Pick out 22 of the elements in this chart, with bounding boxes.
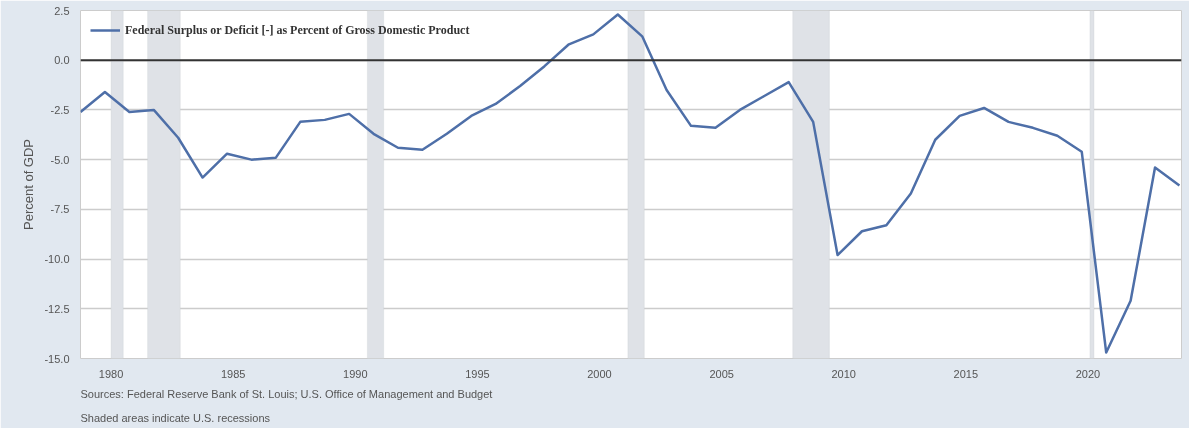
y-tick-label: -2.5 [50, 103, 70, 116]
y-tick-label: -12.5 [44, 302, 70, 315]
x-tick-label: 2010 [831, 367, 856, 380]
x-tick-label: 2000 [587, 367, 612, 380]
x-tick-label: 1990 [343, 367, 368, 380]
y-tick-label: -15.0 [44, 352, 70, 365]
y-tick-label: 2.5 [54, 4, 70, 17]
source-note: Sources: Federal Reserve Bank of St. Louis; U.S. Office of Management and Budget [80, 387, 493, 400]
x-tick-label: 1985 [220, 367, 246, 380]
y-tick-label: -7.5 [50, 203, 70, 216]
y-tick-label: -5.0 [50, 153, 70, 166]
y-axis-title: Percent of GDP [21, 138, 37, 231]
x-tick-label: 1980 [98, 367, 124, 380]
x-tick-label: 1995 [465, 367, 490, 380]
line-series [80, 13, 1181, 354]
x-tick-label: 2015 [953, 367, 979, 380]
legend-label: Federal Surplus or Deficit [-] as Percent of Gross Domestic Product [125, 22, 470, 38]
y-tick-label: 0.0 [54, 54, 70, 67]
x-tick-label: 2020 [1075, 367, 1101, 380]
x-tick-label: 2005 [709, 367, 734, 380]
y-tick-label: -10.0 [44, 253, 70, 266]
text: Shaded areas indicate U.S. recessions [80, 411, 271, 424]
